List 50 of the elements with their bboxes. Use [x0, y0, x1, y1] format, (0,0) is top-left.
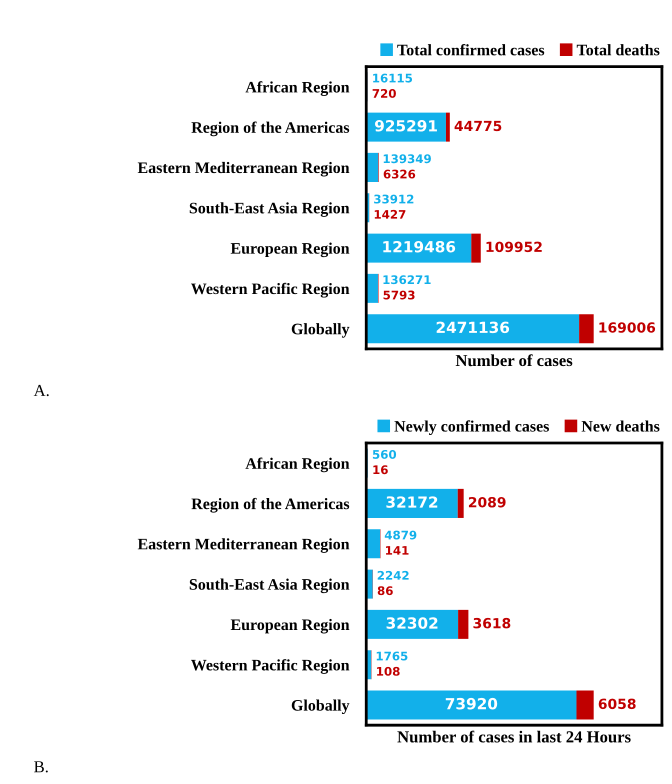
- data-label: 33912: [374, 194, 414, 204]
- data-label: 2471136: [436, 322, 510, 334]
- data-label: 560: [372, 450, 396, 459]
- data-label: 1427: [374, 210, 406, 219]
- legend-label: Total deaths: [576, 44, 660, 56]
- data-label: 4879: [384, 530, 416, 540]
- data-label: 3618: [473, 618, 510, 628]
- x-axis-title: Number of cases: [456, 354, 572, 366]
- data-label: 1219486: [383, 240, 456, 253]
- data-label: 720: [372, 88, 396, 98]
- data-label: 139349: [384, 154, 431, 164]
- y-tick-label: Globally: [292, 323, 350, 338]
- data-label: 136271: [383, 275, 431, 284]
- data-label: 5793: [384, 290, 415, 300]
- y-tick-label: Western Pacific Region: [191, 659, 350, 674]
- data-label: 86: [378, 586, 393, 596]
- data-label: 73920: [446, 698, 498, 710]
- y-tick-label: Western Pacific Region: [191, 282, 350, 298]
- data-label: 6326: [384, 170, 416, 179]
- legend-label: Newly confirmed cases: [394, 420, 549, 435]
- data-label: 108: [377, 666, 400, 676]
- data-label: 32172: [386, 496, 438, 508]
- data-label: 109952: [486, 242, 542, 252]
- text: A.: [34, 384, 49, 396]
- y-tick-label: South-East Asia Region: [190, 202, 350, 217]
- y-tick-label: South-East Asia Region: [190, 578, 350, 594]
- y-tick-label: Eastern Mediterranean Region: [138, 538, 350, 553]
- y-tick-label: Region of the Americas: [191, 121, 350, 136]
- data-label: 16: [373, 465, 388, 474]
- y-tick-label: Region of the Americas: [191, 498, 350, 513]
- y-tick-label: African Region: [245, 81, 350, 96]
- data-label: 1765: [376, 652, 408, 660]
- y-tick-label: Eastern Mediterranean Region: [138, 162, 350, 177]
- data-label: 44775: [454, 120, 502, 132]
- legend-label: Total confirmed cases: [397, 44, 544, 56]
- data-label: 2089: [468, 496, 506, 508]
- y-tick-label: European Region: [230, 618, 350, 634]
- data-label: 925291: [374, 120, 437, 132]
- data-label: 6058: [598, 698, 636, 710]
- data-label: 32302: [386, 617, 438, 629]
- data-label: 141: [386, 546, 409, 555]
- text: B.: [34, 761, 48, 772]
- x-axis-title: Number of cases in last 24 Hours: [397, 730, 631, 743]
- data-label: 169006: [599, 322, 656, 333]
- legend-label: New deaths: [582, 420, 660, 432]
- data-label: 16115: [373, 74, 412, 83]
- y-tick-label: European Region: [230, 242, 350, 258]
- y-tick-label: Globally: [292, 700, 350, 714]
- data-label: 2242: [378, 570, 409, 580]
- y-tick-label: African Region: [245, 457, 350, 472]
